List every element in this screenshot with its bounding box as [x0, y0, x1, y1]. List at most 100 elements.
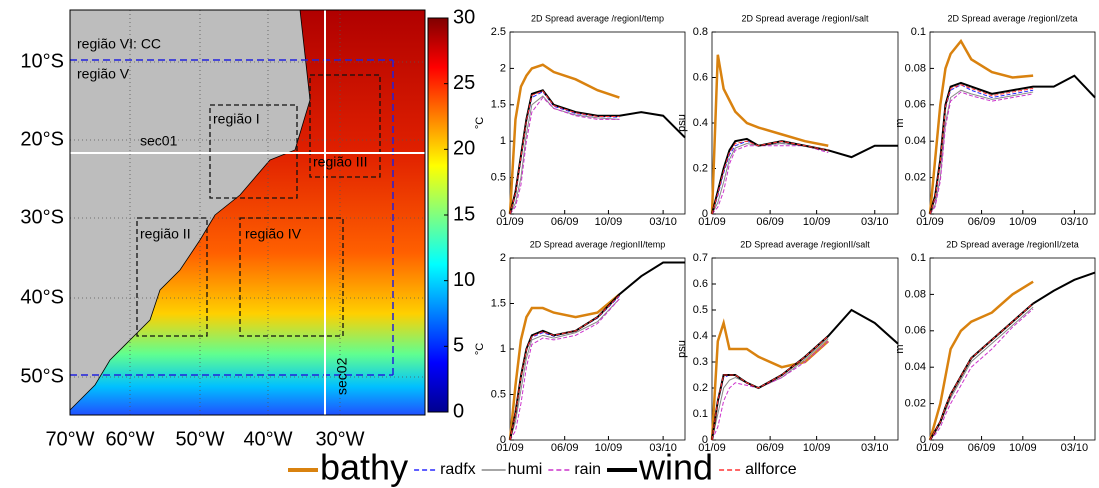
colorbar-tick-label: 5	[453, 335, 464, 357]
series-line	[929, 84, 1034, 215]
x-tick-label: 01/09	[916, 216, 944, 228]
y-axis-label: m	[894, 118, 906, 127]
plot-area	[929, 257, 1096, 441]
x-tick-label: 06/09	[968, 216, 996, 228]
y-tick-label: 0.4	[693, 330, 708, 342]
x-tick-label: 10/09	[1009, 442, 1037, 454]
y-tick-label: 0.04	[905, 135, 926, 147]
series-line	[711, 140, 829, 215]
y-axis-label: °C	[474, 343, 486, 355]
colorbar-tick-label: 15	[453, 203, 475, 225]
region-label: sec01	[140, 133, 178, 149]
region-label: região III	[313, 154, 367, 170]
lon-label: 70°W	[45, 428, 94, 450]
lat-label: 20°S	[20, 128, 64, 150]
series-line	[710, 54, 829, 215]
x-tick-label: 06/09	[551, 442, 579, 454]
legend-label: allforce	[745, 461, 797, 478]
plot-area	[509, 31, 686, 215]
chart-title: 2D Spread average /regionII/temp	[530, 239, 666, 249]
series-line	[928, 280, 1034, 441]
y-axis-label: m	[894, 344, 906, 353]
y-tick-label: 0	[500, 208, 506, 220]
y-tick-label: 2	[500, 62, 506, 74]
series-line	[928, 38, 1034, 215]
y-tick-label: 0.8	[693, 26, 708, 38]
y-tick-label: 0.5	[491, 172, 506, 184]
region-label: região V	[77, 66, 130, 82]
y-axis-label: psu	[676, 114, 688, 132]
x-tick-label: 06/09	[756, 442, 784, 454]
lat-label: 10°S	[20, 50, 64, 72]
x-tick-label: 03/10	[1061, 442, 1089, 454]
y-tick-label: 1.5	[491, 99, 506, 111]
x-tick-label: 03/10	[649, 216, 677, 228]
x-tick-label: 03/10	[1061, 216, 1089, 228]
plot-area	[509, 257, 686, 441]
y-tick-label: 0	[920, 208, 926, 220]
x-tick-label: 06/09	[551, 216, 579, 228]
lat-label: 30°S	[20, 206, 64, 228]
series-line	[929, 91, 1034, 215]
series-line	[509, 96, 620, 215]
y-tick-label: 0.7	[693, 252, 708, 264]
series-line	[711, 142, 829, 215]
region-label: sec02	[334, 357, 350, 395]
x-tick-label: 01/09	[916, 442, 944, 454]
series-line	[508, 63, 620, 215]
plot-area	[929, 31, 1096, 215]
colorbar-tick-label: 25	[453, 72, 475, 94]
y-tick-label: 0.04	[905, 361, 926, 373]
x-tick-label: 03/10	[861, 442, 889, 454]
series-line	[509, 298, 620, 441]
x-tick-label: 01/09	[496, 216, 524, 228]
y-tick-label: 1	[500, 135, 506, 147]
y-tick-label: 0	[702, 208, 708, 220]
y-tick-label: 0.2	[693, 162, 708, 174]
map-frame	[69, 9, 426, 416]
region-label: região II	[140, 226, 191, 242]
x-tick-label: 01/09	[698, 216, 726, 228]
y-tick-label: 0.02	[905, 398, 926, 410]
region-label: região VI: CC	[77, 36, 161, 52]
series-line	[509, 294, 620, 441]
chart-title: 2D Spread average /regionII/salt	[740, 239, 870, 249]
y-tick-label: 0.1	[693, 408, 708, 420]
series-line	[509, 95, 620, 215]
y-tick-label: 0.3	[693, 356, 708, 368]
y-tick-label: 0	[920, 434, 926, 446]
legend-label: rain	[574, 461, 601, 478]
lat-label: 50°S	[20, 365, 64, 387]
x-tick-label: 10/09	[595, 442, 623, 454]
x-tick-label: 10/09	[1009, 216, 1037, 228]
lon-label: 50°W	[175, 428, 224, 450]
x-tick-label: 06/09	[756, 216, 784, 228]
y-tick-label: 2.5	[491, 26, 506, 38]
region-boxes	[136, 74, 381, 337]
x-tick-label: 01/09	[496, 442, 524, 454]
series-line	[929, 89, 1034, 215]
colorbar-tick-label: 0	[453, 400, 464, 422]
legend-label: bathy	[320, 447, 408, 488]
colorbar-tick-label: 30	[453, 6, 475, 28]
y-tick-label: 0.06	[905, 99, 926, 111]
y-tick-label: 2	[500, 252, 506, 264]
x-tick-label: 03/10	[649, 442, 677, 454]
region-label: região IV	[245, 226, 302, 242]
y-tick-label: 0.1	[911, 26, 926, 38]
y-tick-label: 0.5	[491, 388, 506, 400]
map	[69, 9, 449, 416]
series-line	[509, 298, 620, 441]
region-label: região I	[213, 111, 260, 127]
series-line	[929, 303, 1034, 441]
region-v-box	[70, 59, 394, 376]
lon-label: 30°W	[315, 428, 364, 450]
colorbar-tick-label: 20	[453, 138, 475, 160]
series-line	[711, 340, 829, 441]
x-tick-label: 10/09	[595, 216, 623, 228]
y-axis-label: °C	[474, 117, 486, 129]
chart-title: 2D Spread average /regionII/zeta	[946, 239, 1079, 249]
chart-title: 2D Spread average /regionI/temp	[531, 13, 664, 23]
y-tick-label: 1	[500, 343, 506, 355]
